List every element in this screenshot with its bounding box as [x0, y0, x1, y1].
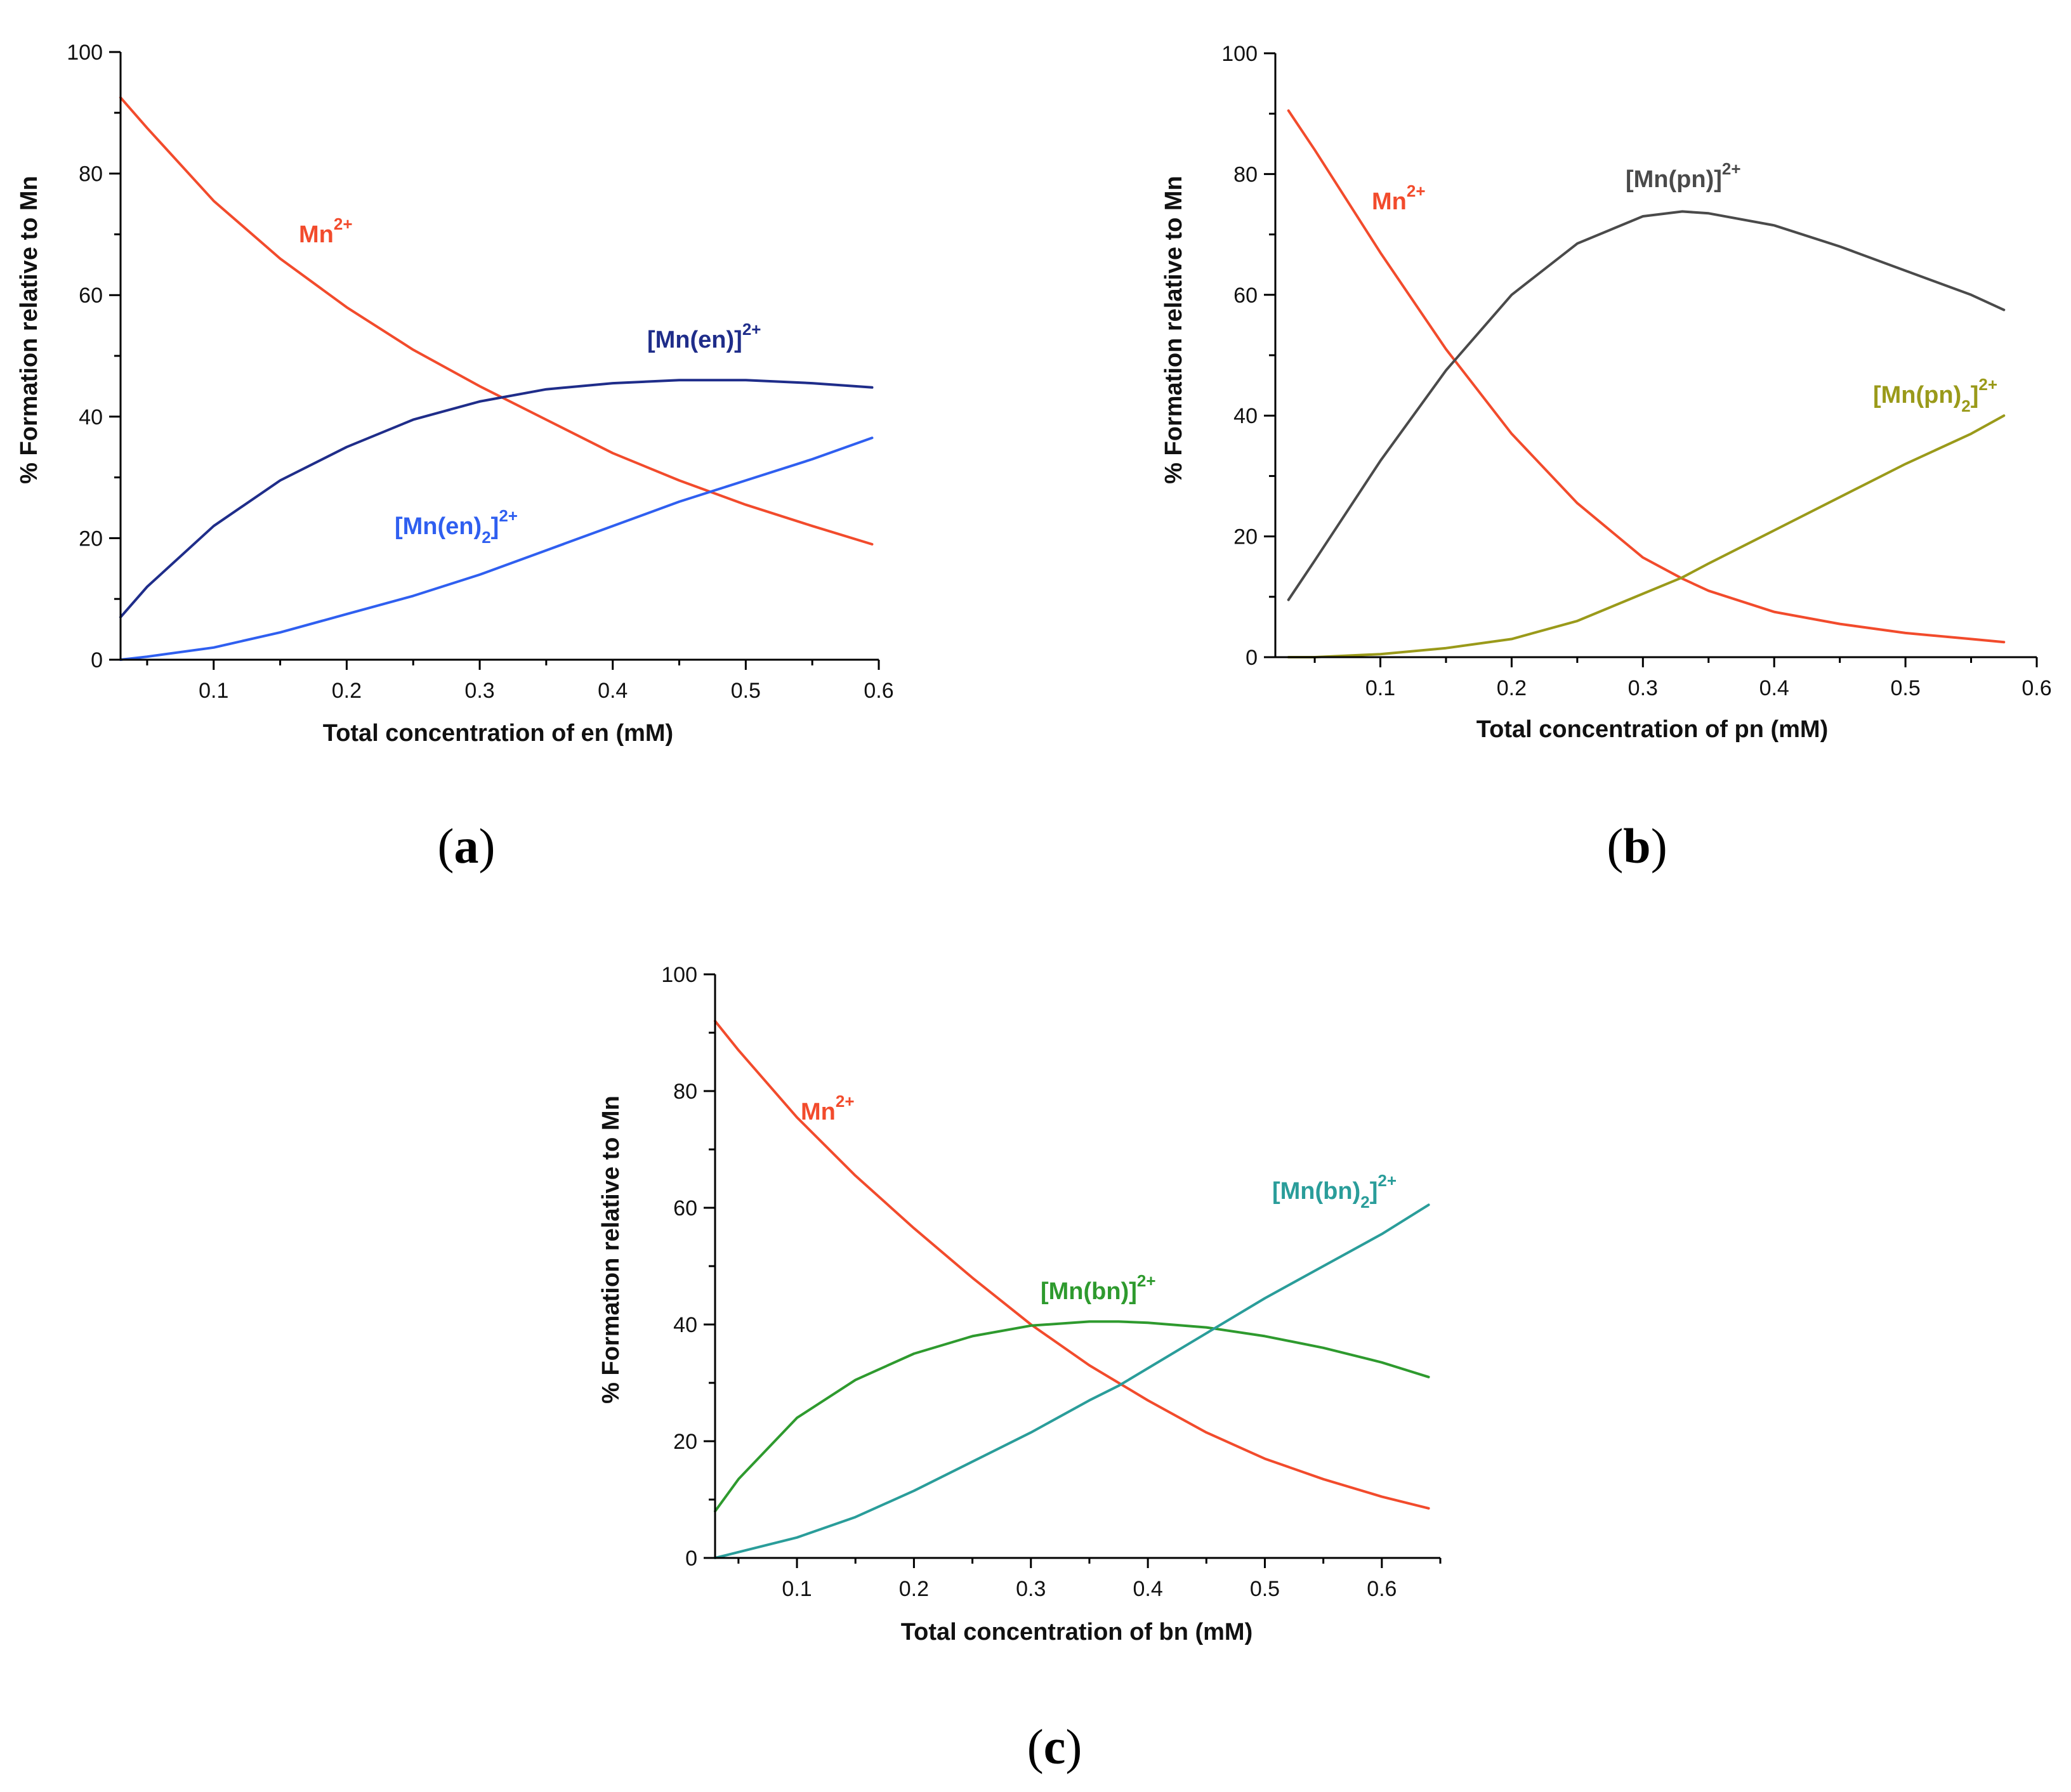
y-tick-label: 20 — [1233, 525, 1258, 549]
x-tick-label: 0.4 — [1133, 1577, 1162, 1601]
y-tick-label: 60 — [79, 284, 103, 308]
x-tick-label: 0.5 — [1250, 1577, 1280, 1601]
series-label-mn-pn2: [Mn(pn)2]2+ — [1873, 375, 1997, 415]
y-tick-label: 40 — [1233, 404, 1258, 428]
y-axis-title: % Formation relative to Mn — [598, 1095, 624, 1404]
series-label-mn-bn: [Mn(bn)]2+ — [1041, 1271, 1156, 1305]
panel-caption-b: (b) — [1607, 818, 1667, 873]
chart-panel-c: 0 20 40 60 80 100 0.1 0.2 0.3 0.4 0.5 0.6 % Formati… — [598, 963, 1442, 1774]
chart-panel-b: 0 20 40 60 80 100 0.1 0.2 0.3 0.4 0.5 0.6 % Formati… — [1160, 42, 2052, 873]
x-tick-label: 0.6 — [2022, 676, 2051, 700]
x-tick-label: 0.6 — [1367, 1577, 1397, 1601]
x-axis-title: Total concentration of pn (mM) — [1476, 716, 1828, 743]
y-tick-label: 100 — [1221, 42, 1258, 66]
series-line-main — [1287, 210, 2006, 601]
x-tick-label: 0.3 — [1016, 1577, 1046, 1601]
x-tick-label: 0.6 — [864, 679, 893, 703]
x-tick-label: 0.3 — [464, 679, 494, 703]
series-line-main — [119, 379, 874, 618]
series-label-mn: Mn2+ — [299, 214, 353, 248]
tick-marks: 0 20 40 60 80 100 0.1 0.2 0.3 0.4 0.5 0.6 — [661, 963, 1442, 1601]
y-axis-title: % Formation relative to Mn — [1160, 176, 1187, 484]
series-label-mn-en: [Mn(en)]2+ — [647, 320, 761, 353]
y-tick-label: 0 — [91, 648, 103, 672]
x-tick-label: 0.2 — [1497, 676, 1527, 700]
series-line-mn — [714, 1019, 1430, 1510]
y-tick-label: 60 — [673, 1196, 697, 1220]
axes — [714, 974, 1440, 1559]
series-line-mn — [1287, 109, 2006, 644]
chart-panel-a: 0 20 40 60 80 100 0.1 0.2 0.3 0.4 0.5 0.6 % Formati… — [16, 41, 894, 873]
y-tick-label: 40 — [79, 405, 103, 429]
x-tick-label: 0.2 — [332, 679, 362, 703]
series-label-mn: Mn2+ — [1372, 181, 1426, 215]
series-label-mn-pn: [Mn(pn)]2+ — [1626, 159, 1741, 193]
y-tick-label: 20 — [673, 1430, 697, 1454]
y-tick-label: 80 — [1233, 162, 1258, 186]
series-lines — [1287, 109, 2006, 658]
series-lines — [714, 1019, 1430, 1559]
series-line-bis — [714, 1203, 1430, 1559]
series-label-mn: Mn2+ — [801, 1092, 855, 1125]
x-tick-label: 0.1 — [1365, 676, 1395, 700]
tick-marks: 0 20 40 60 80 100 0.1 0.2 0.3 0.4 0.5 0.6 — [67, 41, 893, 703]
series-line-main — [714, 1320, 1430, 1513]
y-tick-label: 0 — [685, 1547, 697, 1571]
series-line-bis — [1287, 414, 2006, 658]
panel-caption-a: (a) — [438, 818, 496, 873]
y-tick-label: 40 — [673, 1313, 697, 1337]
x-tick-label: 0.5 — [731, 679, 761, 703]
x-tick-label: 0.5 — [1890, 676, 1920, 700]
series-line-bis — [119, 436, 874, 661]
y-tick-label: 100 — [661, 963, 697, 987]
x-tick-label: 0.4 — [598, 679, 628, 703]
axes — [1274, 53, 2037, 658]
series-label-mn-bn2: [Mn(bn)2]2+ — [1272, 1171, 1397, 1212]
y-axis-title: % Formation relative to Mn — [16, 176, 43, 484]
x-tick-label: 0.1 — [782, 1577, 812, 1601]
panel-caption-c: (c) — [1027, 1719, 1082, 1774]
x-tick-label: 0.2 — [899, 1577, 929, 1601]
y-tick-label: 100 — [67, 41, 103, 65]
tick-marks: 0 20 40 60 80 100 0.1 0.2 0.3 0.4 0.5 0.6 — [1221, 42, 2051, 700]
y-tick-label: 60 — [1233, 284, 1258, 308]
x-tick-label: 0.1 — [199, 679, 228, 703]
x-tick-label: 0.4 — [1759, 676, 1789, 700]
series-label-mn-en2: [Mn(en)2]2+ — [395, 506, 518, 547]
y-tick-label: 20 — [79, 526, 103, 551]
y-tick-label: 80 — [79, 162, 103, 186]
series-lines — [119, 96, 874, 661]
series-line-mn — [119, 96, 874, 546]
x-axis-title: Total concentration of en (mM) — [323, 720, 673, 747]
y-tick-label: 0 — [1246, 646, 1258, 670]
x-axis-title: Total concentration of bn (mM) — [901, 1619, 1252, 1645]
y-tick-label: 80 — [673, 1080, 697, 1104]
x-tick-label: 0.3 — [1628, 676, 1658, 700]
